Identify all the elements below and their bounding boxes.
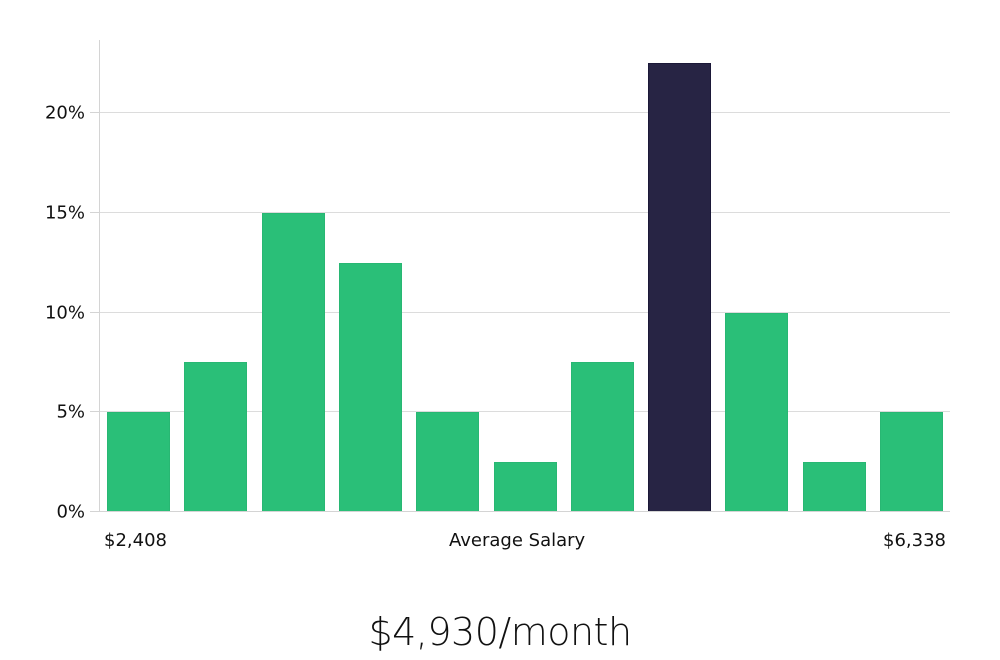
y-tick (90, 411, 100, 413)
bar (880, 412, 943, 512)
bar (416, 412, 480, 512)
gridline (100, 211, 950, 213)
x-axis (100, 511, 950, 512)
y-tick (90, 112, 100, 113)
bar (725, 312, 789, 512)
bar (493, 462, 557, 512)
gridline (100, 411, 950, 413)
bar (570, 362, 634, 512)
bar (338, 262, 402, 512)
y-tick (90, 311, 100, 313)
y-axis (99, 40, 100, 512)
bar (802, 462, 866, 512)
x-axis-title: Average Salary (449, 530, 586, 551)
y-tick (90, 511, 100, 512)
x-min-label: $2,408 (104, 530, 167, 551)
plot-area (100, 40, 950, 512)
x-max-label: $6,338 (883, 530, 946, 551)
y-tick-label: 15% (44, 202, 85, 224)
bar (184, 362, 248, 512)
y-tick (90, 211, 100, 213)
y-tick-label: 20% (44, 102, 85, 124)
bar (261, 212, 325, 512)
bar (107, 412, 170, 512)
y-tick-label: 10% (44, 302, 85, 323)
y-tick-label: 0% (56, 501, 85, 523)
bar-highlighted (648, 63, 712, 512)
gridline (100, 311, 950, 313)
y-tick-label: 5% (56, 401, 85, 423)
gridline (100, 112, 950, 113)
average-salary-value: $4,930/month (368, 610, 632, 654)
